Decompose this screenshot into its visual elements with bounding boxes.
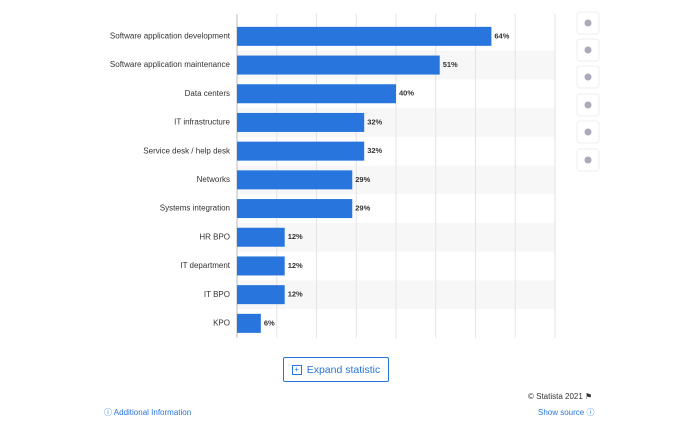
copyright: © Statista 2021 ⚑	[528, 392, 593, 401]
value-label: 32%	[367, 117, 382, 126]
glyph	[584, 101, 592, 109]
value-label: 6%	[264, 318, 275, 327]
category-label: Service desk / help desk	[143, 146, 231, 155]
category-label: Systems integration	[160, 204, 230, 213]
bar	[237, 26, 492, 46]
plot: Software application development 64% Softw…	[110, 14, 556, 338]
category-label: Software application maintenance	[110, 60, 231, 69]
glyph	[584, 46, 592, 54]
value-label: 40%	[399, 89, 414, 98]
glyph	[584, 128, 592, 136]
glyph	[584, 73, 592, 81]
bar	[237, 170, 353, 190]
bar	[237, 84, 396, 104]
bar	[237, 313, 261, 333]
category-label: IT infrastructure	[174, 118, 230, 127]
value-label: 64%	[494, 31, 509, 40]
sidebar	[576, 11, 600, 172]
value-label: 51%	[443, 60, 458, 69]
value-label: 32%	[367, 146, 382, 155]
category-label: KPO	[213, 318, 230, 327]
show-source[interactable]: Show source ⓘ	[538, 408, 595, 417]
additional-info[interactable]: ⓘ Additional Information	[104, 408, 192, 417]
bar	[237, 55, 440, 75]
bar	[237, 112, 365, 132]
button-label: Expand statistic	[306, 363, 381, 376]
bar	[237, 256, 285, 276]
value-label: 29%	[355, 175, 370, 184]
bar	[237, 227, 285, 247]
category-label: IT department	[180, 261, 230, 270]
value-label: 12%	[288, 261, 303, 270]
category-label: Software application development	[110, 31, 231, 40]
value-label: 12%	[288, 232, 303, 241]
category-label: IT BPO	[204, 290, 230, 299]
category-label: Networks	[197, 175, 230, 184]
category-label: HR BPO	[199, 232, 230, 241]
bar	[237, 141, 365, 161]
category-label: Data centers	[185, 89, 230, 98]
show-source-text: Show source	[538, 408, 585, 417]
glyph	[584, 156, 592, 164]
value-label: 29%	[355, 204, 370, 213]
expand-button[interactable]: + Expand statistic	[283, 357, 389, 382]
value-label: 12%	[288, 290, 303, 299]
copyright-text: © Statista 2021	[528, 392, 583, 401]
bar	[237, 199, 353, 219]
bar	[237, 285, 285, 305]
additional-info-text: Additional Information	[113, 408, 192, 417]
glyph	[584, 19, 592, 27]
plus-icon: +	[291, 364, 302, 375]
